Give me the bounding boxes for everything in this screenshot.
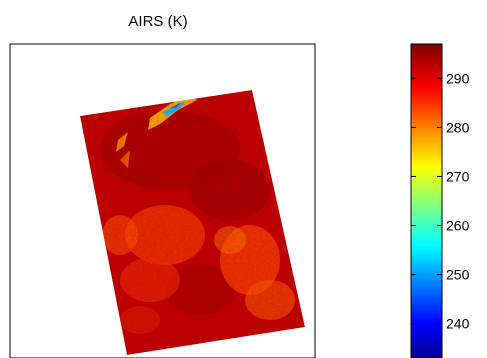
colorbar-tick-label: 270 xyxy=(446,168,470,184)
colorbar-tick-label: 290 xyxy=(446,70,470,86)
colorbar-ticks: 240 250 260 270 280 290 xyxy=(411,70,470,332)
colorbar xyxy=(410,43,443,358)
chart-title: AIRS (K) xyxy=(128,13,187,30)
colorbar-tick-label: 260 xyxy=(446,218,470,234)
colorbar-tick-label: 240 xyxy=(446,316,470,332)
colorbar-tick-label: 250 xyxy=(446,267,470,283)
colorbar-tick-label: 280 xyxy=(446,119,470,135)
